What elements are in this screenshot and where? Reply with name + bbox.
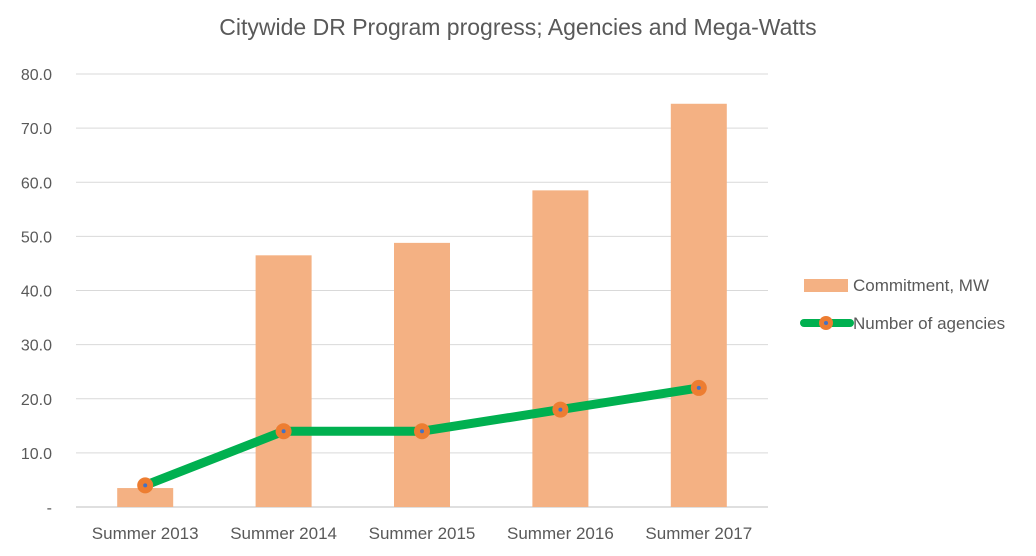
commitment-bar (117, 488, 174, 507)
commitment-bars (117, 103, 727, 508)
x-axis-tick-labels: Summer 2013 Summer 2014 Summer 2015 Summer … (92, 524, 752, 543)
legend-label-commitment: Commitment, MW (853, 276, 989, 295)
y-tick-label: 40.0 (21, 284, 52, 301)
chart-title: Citywide DR Program progress; Agencies a… (219, 14, 817, 40)
x-tick-label: Summer 2017 (645, 524, 752, 543)
commitment-bar (532, 190, 589, 507)
y-tick-label: 70.0 (21, 121, 52, 138)
commitment-bar (670, 103, 727, 508)
commitment-bar (394, 242, 450, 507)
agencies-point (275, 423, 292, 440)
legend: Commitment, MW Number of agencies (800, 276, 1005, 333)
y-tick-label: 80.0 (21, 67, 52, 84)
y-tick-label: 10.0 (21, 446, 52, 463)
x-tick-label: Summer 2016 (507, 524, 614, 543)
y-tick-label: 30.0 (21, 338, 52, 355)
agencies-point (414, 423, 430, 440)
legend-label-agencies: Number of agencies (853, 314, 1005, 333)
y-tick-label: 50.0 (21, 229, 52, 246)
agencies-point (690, 379, 707, 396)
x-tick-label: Summer 2014 (230, 524, 337, 543)
y-tick-label: - (47, 500, 52, 517)
y-axis-tick-labels: - 10.0 20.0 30.0 40.0 50.0 60.0 70.0 80.0 (21, 67, 52, 517)
agencies-line (137, 379, 707, 494)
x-tick-label: Summer 2015 (369, 524, 476, 543)
legend-item-commitment: Commitment, MW (804, 276, 989, 295)
y-tick-label: 20.0 (21, 392, 52, 409)
agencies-point (552, 401, 569, 418)
x-tick-label: Summer 2013 (92, 524, 199, 543)
legend-item-agencies: Number of agencies (800, 314, 1005, 333)
legend-swatch-bar (804, 279, 848, 292)
y-tick-label: 60.0 (21, 175, 52, 192)
agencies-point (137, 477, 154, 494)
commitment-bar (255, 255, 312, 507)
